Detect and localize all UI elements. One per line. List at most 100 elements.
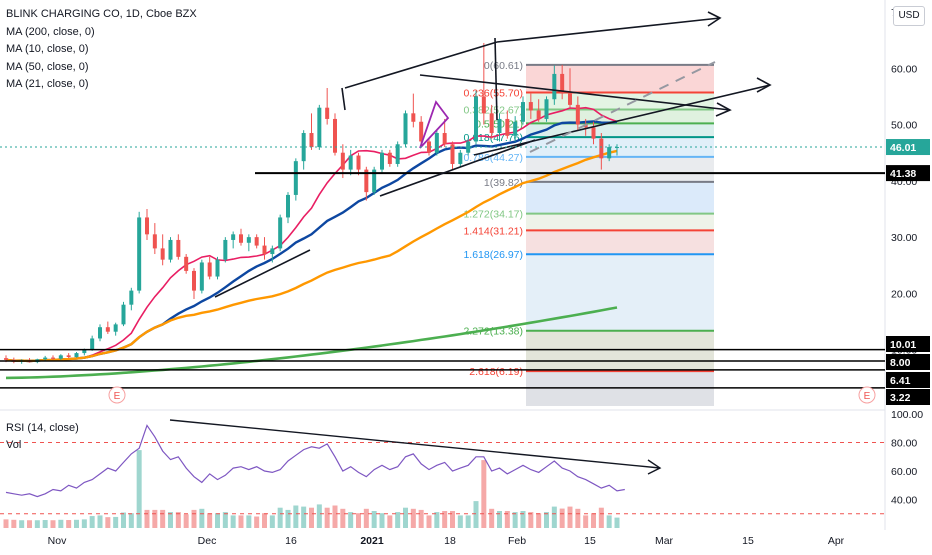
level-badge-2 — [886, 354, 930, 370]
candle-body — [121, 304, 126, 325]
candle-body — [4, 358, 8, 360]
candle-body — [137, 217, 142, 291]
fib-zone-5 — [526, 156, 714, 182]
fib-level-label-0: 0(60.61) — [484, 60, 523, 72]
candle-body — [333, 118, 337, 153]
volume-bar — [614, 517, 620, 528]
candle-body — [160, 248, 165, 260]
candle-body — [246, 237, 251, 243]
currency-button[interactable]: USD — [893, 6, 925, 26]
volume-bar — [426, 515, 432, 528]
x-tick-label-1: Dec — [198, 535, 217, 547]
rsi-trend-arrow — [647, 459, 662, 475]
volume-bars — [3, 450, 620, 528]
candle-body — [58, 355, 63, 359]
candle-body — [575, 104, 580, 125]
candle-body — [607, 147, 612, 159]
volume-bar — [379, 513, 385, 528]
volume-bar — [473, 501, 479, 528]
candle-body — [43, 357, 48, 360]
y-tick-label-1: 60.00 — [891, 63, 917, 75]
level-badge-label-2: 8.00 — [890, 357, 911, 369]
fib-level-label-2: 0.382(52.67) — [463, 105, 523, 117]
candle-body — [199, 262, 204, 291]
projection-line — [529, 61, 716, 153]
trend-line-1 — [496, 17, 721, 43]
rsi-pane — [0, 419, 885, 515]
fib-zone-7 — [526, 213, 714, 231]
volume-bar — [520, 511, 526, 528]
volume-bar — [254, 516, 260, 528]
x-tick-label-3: 2021 — [360, 535, 384, 547]
volume-bar — [598, 507, 604, 528]
earnings-marker-0 — [108, 386, 126, 404]
candle-body — [325, 107, 330, 119]
candle-body — [372, 169, 377, 193]
x-tick-label-9: Apr — [828, 535, 845, 547]
volume-bar — [551, 506, 557, 528]
volume-bar — [128, 513, 134, 528]
volume-bar — [66, 520, 72, 528]
volume-bar — [450, 511, 455, 528]
volume-bar — [332, 505, 338, 528]
fib-zone-2 — [526, 109, 714, 124]
x-tick-label-0: Nov — [48, 535, 67, 547]
volume-bar — [309, 507, 314, 528]
candle-body — [239, 234, 243, 243]
volume-bar — [105, 517, 111, 528]
candle-body — [301, 133, 306, 162]
arrow-head-2 — [756, 77, 772, 93]
candle-body — [380, 152, 384, 170]
candle-body — [270, 248, 275, 255]
rsi-trend-line — [169, 419, 661, 469]
candle-body — [442, 133, 447, 145]
candle-body — [505, 118, 510, 136]
indicator-ma10[interactable]: MA (10, close, 0) — [6, 43, 89, 55]
time-axis[interactable]: Nov Dec 16 2021 18 Feb 15 Mar 15 Apr — [48, 535, 845, 547]
earnings-marker-label-1: E — [864, 391, 871, 402]
candle-body — [192, 270, 196, 291]
candle-body — [364, 169, 369, 193]
candle-body — [497, 118, 502, 134]
candle-body — [348, 155, 353, 170]
volume-bar — [481, 460, 487, 528]
candle-body — [419, 121, 424, 142]
volume-bar — [238, 515, 244, 528]
volume-bar — [89, 516, 95, 528]
volume-bar — [559, 508, 565, 528]
candle-body — [403, 113, 408, 145]
rsi-label[interactable]: RSI (14, close) — [6, 422, 79, 434]
candle-body — [536, 110, 541, 119]
vol-label[interactable]: Vol — [6, 439, 22, 451]
x-tick-label-2: 16 — [285, 535, 297, 547]
candle-body — [521, 102, 525, 122]
candle-body — [66, 355, 71, 358]
candle-body — [340, 152, 345, 170]
indicator-ma21[interactable]: MA (21, close, 0) — [6, 78, 89, 90]
fib-zone-6 — [526, 181, 714, 214]
last-price-badge — [886, 139, 930, 156]
level-badge-1 — [886, 336, 930, 352]
candle-body — [466, 141, 471, 153]
candle-body — [560, 73, 565, 94]
candle-body — [434, 133, 439, 153]
indicator-ma50[interactable]: MA (50, close, 0) — [6, 60, 89, 73]
volume-bar — [230, 515, 236, 528]
indicator-ma200[interactable]: MA (200, close, 0) — [6, 25, 95, 38]
price-axis[interactable]: 70.0060.0050.0040.0030.0020.0010.0046.01… — [886, 7, 930, 507]
volume-bar — [301, 506, 307, 528]
volume-bar — [410, 508, 416, 528]
triangle-pattern — [419, 100, 450, 149]
x-tick-label-4: 18 — [444, 535, 456, 547]
candle-body — [113, 324, 118, 332]
rsi-line — [5, 424, 625, 498]
candle-body — [395, 144, 400, 164]
x-tick-label-7: Mar — [655, 535, 674, 547]
arrow-head-0 — [707, 11, 722, 27]
volume-bar — [316, 504, 322, 528]
volume-bar — [27, 520, 32, 528]
volume-bar — [183, 514, 189, 528]
